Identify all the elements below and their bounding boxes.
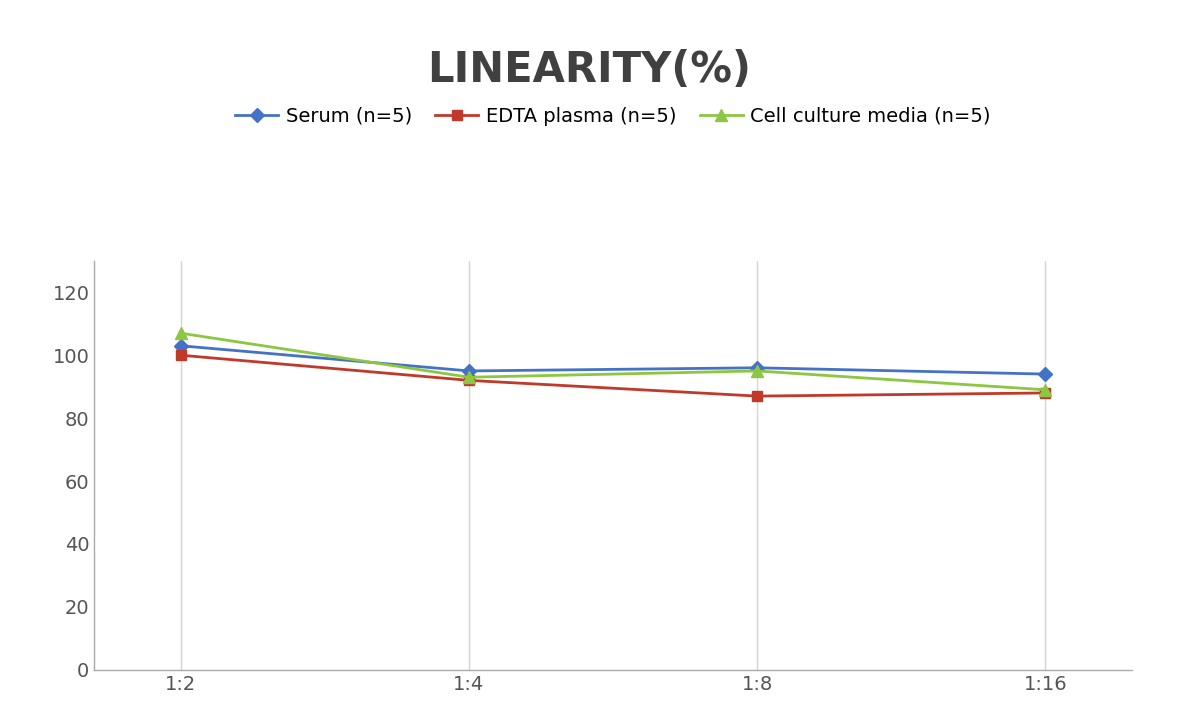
Line: Cell culture media (n=5): Cell culture media (n=5)	[176, 328, 1050, 396]
Line: EDTA plasma (n=5): EDTA plasma (n=5)	[176, 350, 1050, 401]
EDTA plasma (n=5)	[462, 376, 476, 385]
Cell culture media (n=5)	[1039, 386, 1053, 394]
Cell culture media (n=5)	[173, 329, 187, 338]
EDTA plasma (n=5)	[750, 392, 764, 400]
Cell culture media (n=5)	[462, 373, 476, 381]
EDTA plasma (n=5)	[173, 351, 187, 360]
Serum (n=5)	[750, 364, 764, 372]
EDTA plasma (n=5)	[1039, 388, 1053, 397]
Serum (n=5)	[462, 367, 476, 375]
Text: LINEARITY(%): LINEARITY(%)	[428, 49, 751, 92]
Serum (n=5)	[173, 341, 187, 350]
Serum (n=5)	[1039, 370, 1053, 379]
Cell culture media (n=5)	[750, 367, 764, 375]
Legend: Serum (n=5), EDTA plasma (n=5), Cell culture media (n=5): Serum (n=5), EDTA plasma (n=5), Cell cul…	[228, 99, 999, 133]
Line: Serum (n=5): Serum (n=5)	[176, 341, 1050, 379]
